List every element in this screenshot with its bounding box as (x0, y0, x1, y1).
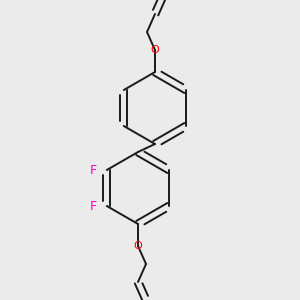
Text: O: O (151, 45, 159, 55)
Text: O: O (134, 241, 142, 251)
Text: F: F (89, 200, 96, 212)
Text: F: F (89, 164, 96, 176)
